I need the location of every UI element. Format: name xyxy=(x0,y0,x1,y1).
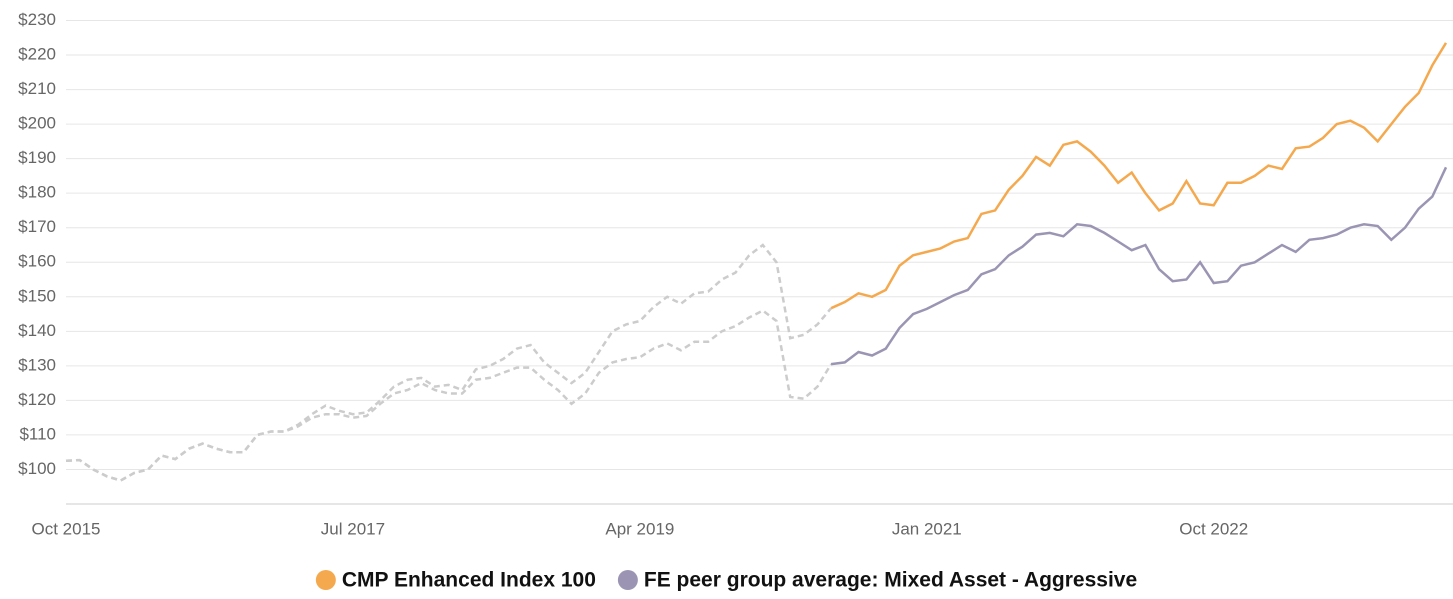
x-tick-label: Oct 2022 xyxy=(1179,519,1248,538)
x-tick-label: Jul 2017 xyxy=(321,519,385,538)
series-line xyxy=(830,42,1448,310)
y-tick-label: $160 xyxy=(18,252,56,271)
legend-label: FE peer group average: Mixed Asset - Agg… xyxy=(644,569,1137,592)
y-tick-label: $230 xyxy=(18,10,56,29)
y-tick-label: $210 xyxy=(18,79,56,98)
y-tick-label: $170 xyxy=(18,217,56,236)
legend-marker xyxy=(617,570,638,590)
y-tick-label: $130 xyxy=(18,355,56,374)
y-tick-label: $100 xyxy=(18,459,56,478)
y-tick-label: $140 xyxy=(18,321,56,340)
legend-label: CMP Enhanced Index 100 xyxy=(342,569,596,592)
y-tick-label: $110 xyxy=(19,424,56,443)
series-line xyxy=(830,166,1448,366)
x-tick-label: Oct 2015 xyxy=(32,519,101,538)
y-tick-label: $150 xyxy=(18,286,56,305)
legend: CMP Enhanced Index 100 FE peer group aver… xyxy=(315,569,1137,592)
y-tick-label: $180 xyxy=(18,183,56,202)
legend-marker xyxy=(315,570,336,590)
y-tick-label: $120 xyxy=(18,390,56,409)
y-tick-label: $220 xyxy=(18,45,56,64)
x-tick-label: Apr 2019 xyxy=(605,519,674,538)
series-line xyxy=(65,243,833,482)
y-tick-label: $200 xyxy=(18,114,56,133)
y-tick-label: $190 xyxy=(18,148,56,167)
series-line xyxy=(65,309,833,482)
x-tick-label: Jan 2021 xyxy=(892,519,962,538)
